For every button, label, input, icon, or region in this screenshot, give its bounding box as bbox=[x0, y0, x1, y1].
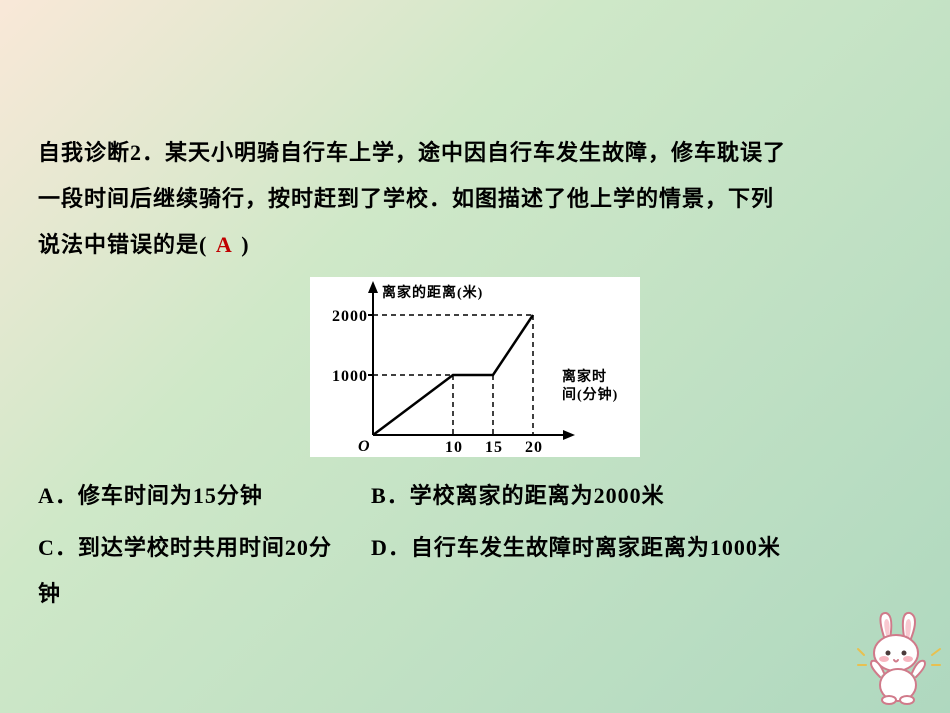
ytick-2000: 2000 bbox=[332, 308, 368, 325]
question-stem: 自我诊断2．某天小明骑自行车上学，途中因自行车发生故障，修车耽误了 一段时间后继… bbox=[38, 130, 912, 269]
x-axis-label-l1: 离家时 bbox=[562, 368, 607, 385]
chart-svg: 1000 2000 10 15 20 O 离家的距离(米) 离家时 间(分钟) bbox=[310, 277, 640, 457]
bunny-icon bbox=[854, 607, 944, 707]
option-B: B．学校离家的距离为2000米 bbox=[371, 473, 912, 519]
xtick-10: 10 bbox=[445, 439, 463, 456]
figure-container: 1000 2000 10 15 20 O 离家的距离(米) 离家时 间(分钟) bbox=[38, 277, 912, 457]
y-axis-label: 离家的距离(米) bbox=[382, 284, 483, 301]
question-prefix: 自我诊断2． bbox=[38, 140, 165, 165]
answer-letter: A bbox=[214, 232, 235, 257]
option-D: D．自行车发生故障时离家距离为1000米 bbox=[371, 525, 912, 617]
data-line bbox=[373, 315, 533, 435]
xtick-20: 20 bbox=[525, 439, 543, 456]
content-area: 自我诊断2．某天小明骑自行车上学，途中因自行车发生故障，修车耽误了 一段时间后继… bbox=[38, 130, 912, 617]
origin-label: O bbox=[358, 438, 371, 455]
y-axis-arrow bbox=[368, 281, 378, 293]
x-axis-label-l2: 间(分钟) bbox=[562, 386, 618, 403]
xtick-15: 15 bbox=[485, 439, 503, 456]
options-grid: A．修车时间为15分钟 B．学校离家的距离为2000米 C．到达学校时共用时间2… bbox=[38, 473, 912, 618]
option-A: A．修车时间为15分钟 bbox=[38, 473, 353, 519]
ytick-1000: 1000 bbox=[332, 368, 368, 385]
stem-part1: 某天小明骑自行车上学，途中因自行车发生故障，修车耽误了 bbox=[165, 140, 786, 165]
stem-part3a: 说法中错误的是( bbox=[38, 232, 207, 257]
x-axis-arrow bbox=[563, 430, 575, 440]
stem-part3b: ) bbox=[241, 232, 249, 257]
option-C: C．到达学校时共用时间20分钟 bbox=[38, 525, 353, 617]
chart-figure: 1000 2000 10 15 20 O 离家的距离(米) 离家时 间(分钟) bbox=[310, 277, 640, 457]
stem-part2: 一段时间后继续骑行，按时赶到了学校．如图描述了他上学的情景，下列 bbox=[38, 186, 774, 211]
